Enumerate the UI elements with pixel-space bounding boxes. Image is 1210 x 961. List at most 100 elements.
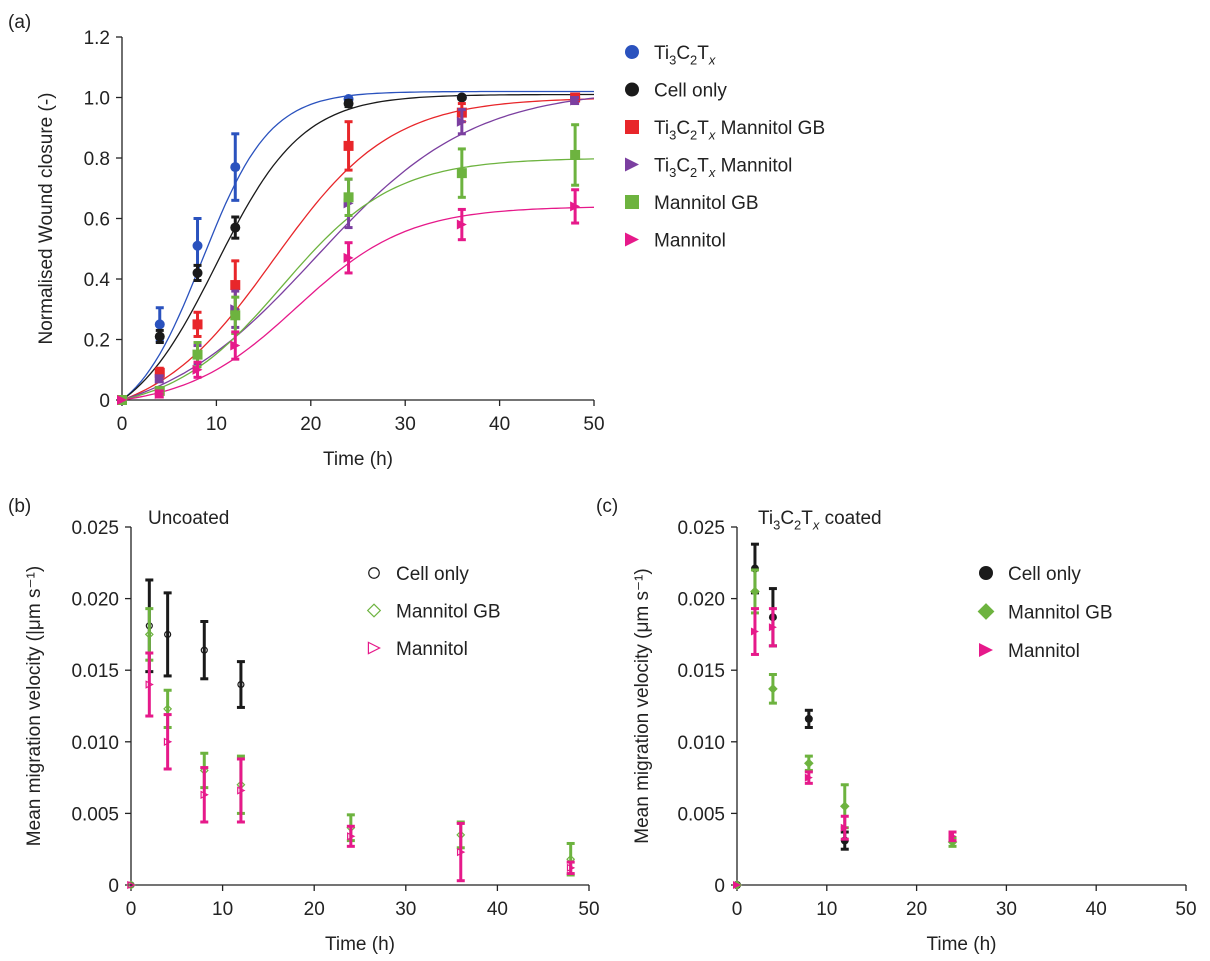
label-part: x — [708, 165, 716, 180]
data-point — [625, 195, 639, 209]
x-tick-label: 0 — [732, 899, 743, 920]
data-point — [768, 623, 777, 632]
panel-label: (b) — [8, 496, 31, 517]
data-point — [200, 646, 208, 654]
data-point — [456, 116, 467, 127]
data-point — [164, 630, 172, 639]
data-point — [343, 192, 354, 203]
series-cell_only — [733, 542, 849, 889]
y-tick-label: 0.020 — [71, 590, 119, 611]
label-part: 2 — [794, 517, 801, 532]
data-point — [570, 95, 581, 106]
data-point — [154, 373, 165, 384]
data-point — [750, 627, 759, 636]
legend-label: Ti3C2Tx Mannitol — [654, 156, 792, 180]
label-part: T — [697, 118, 709, 139]
legend-label: Mannitol — [654, 231, 726, 252]
label-part: Ti — [654, 118, 669, 139]
data-point — [145, 680, 154, 689]
data-point — [154, 388, 165, 399]
label-part: coated — [819, 508, 881, 529]
label-part: 3 — [773, 517, 780, 532]
data-point — [343, 252, 354, 263]
x-tick-label: 10 — [212, 899, 233, 920]
data-point — [625, 232, 639, 247]
label-part: C — [676, 118, 690, 139]
data-point — [733, 881, 741, 889]
data-point — [127, 880, 136, 890]
x-tick-label: 50 — [578, 899, 599, 920]
y-axis-label: Mean migration velocity (|μm s⁻¹) — [24, 566, 45, 846]
label-part: C — [676, 156, 690, 177]
data-point — [200, 790, 209, 799]
y-tick-label: 0 — [99, 391, 110, 412]
y-tick-label: 0 — [108, 876, 119, 897]
data-point — [625, 82, 639, 97]
data-point — [343, 98, 354, 109]
x-tick-label: 30 — [996, 899, 1017, 920]
x-tick-label: 20 — [906, 899, 927, 920]
series-mannitol — [127, 651, 576, 890]
plot-title: Uncoated — [148, 508, 229, 529]
label-part: 2 — [690, 127, 697, 142]
data-point — [456, 92, 467, 103]
label-part: T — [801, 508, 813, 529]
x-tick-label: 40 — [487, 899, 508, 920]
data-point — [230, 310, 241, 321]
x-tick-label: 0 — [126, 899, 137, 920]
data-point — [163, 704, 173, 714]
data-point — [343, 140, 354, 151]
data-point — [948, 832, 957, 841]
x-tick-label: 0 — [117, 414, 128, 435]
data-point — [163, 737, 173, 746]
data-point — [237, 680, 245, 689]
legend-label: Cell only — [1008, 564, 1081, 585]
label-part: Mannitol — [715, 156, 792, 177]
y-tick-label: 0.025 — [677, 518, 725, 539]
data-point — [192, 349, 203, 360]
fit-curve-mannitol_gb — [121, 158, 595, 401]
x-tick-label: 10 — [206, 414, 227, 435]
data-point — [230, 280, 241, 291]
legend-label: Mannitol GB — [396, 602, 501, 623]
data-point — [367, 641, 381, 655]
legend-label: Mannitol — [396, 639, 468, 660]
y-tick-label: 0.005 — [71, 804, 119, 825]
data-point — [144, 629, 154, 639]
data-point — [625, 120, 639, 134]
panel-label: (c) — [596, 496, 618, 517]
legend-label: Ti3C2Tx — [654, 43, 716, 67]
label-part: C — [676, 43, 690, 64]
x-tick-label: 50 — [583, 414, 604, 435]
data-point — [979, 566, 993, 580]
data-point — [347, 832, 356, 841]
x-tick-label: 30 — [395, 414, 416, 435]
data-point — [570, 201, 581, 212]
data-point — [126, 880, 136, 890]
y-tick-label: 1.0 — [84, 89, 110, 110]
label-part: C — [780, 508, 794, 529]
data-point — [840, 823, 849, 832]
data-point — [154, 319, 165, 330]
panel-a: (a) 0 10 20 30 40 50 0 0.2 0.4 0.6 0.8 1.0 1.2 Time (h… — [8, 12, 825, 470]
data-point — [804, 758, 814, 769]
series-mannitol — [733, 607, 957, 889]
data-point — [117, 395, 127, 405]
y-tick-label: 0.010 — [677, 733, 725, 754]
label-part: 2 — [690, 52, 697, 67]
label-part: T — [697, 156, 709, 177]
label-part: T — [697, 43, 709, 64]
label-part: Mannitol GB — [715, 118, 825, 139]
x-tick-label: 40 — [1086, 899, 1107, 920]
y-tick-label: 0.4 — [84, 270, 111, 291]
y-tick-label: 0.005 — [677, 804, 725, 825]
x-tick-label: 20 — [304, 899, 325, 920]
legend-label: Cell only — [396, 564, 469, 585]
y-tick-label: 1.2 — [84, 28, 110, 49]
x-tick-label: 50 — [1175, 899, 1196, 920]
y-tick-label: 0.010 — [71, 733, 119, 754]
panel-label: (a) — [8, 12, 31, 33]
label-part: Ti — [758, 508, 773, 529]
label-part: 2 — [690, 165, 697, 180]
